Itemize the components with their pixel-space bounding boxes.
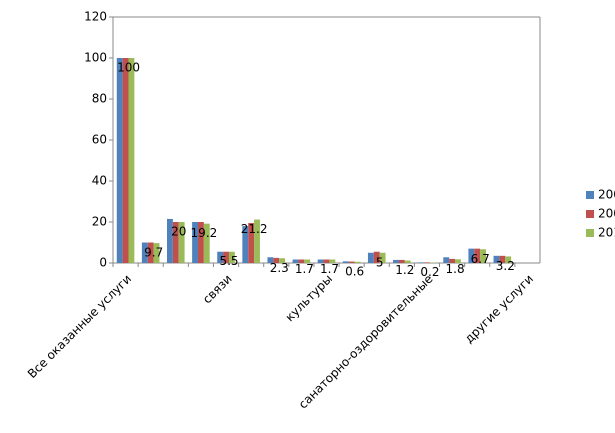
data-label: 19.2 bbox=[191, 226, 218, 240]
y-tick-label: 40 bbox=[92, 174, 107, 188]
legend-swatch bbox=[586, 191, 594, 199]
data-label: 6.7 bbox=[471, 252, 490, 266]
bar bbox=[349, 262, 355, 263]
legend-swatch bbox=[586, 210, 594, 218]
y-tick-label: 100 bbox=[84, 51, 107, 65]
data-label: 100 bbox=[117, 61, 140, 75]
data-label: 0.6 bbox=[345, 264, 364, 278]
bar bbox=[123, 58, 129, 263]
data-label: 1.7 bbox=[295, 262, 314, 276]
y-tick-label: 60 bbox=[92, 133, 107, 147]
x-tick-label: Все оказанные услуги bbox=[25, 272, 134, 381]
legend-label: 2009 bbox=[598, 207, 615, 221]
data-label: 3.2 bbox=[496, 259, 515, 273]
data-label: 1.7 bbox=[320, 262, 339, 276]
y-tick-label: 0 bbox=[99, 256, 107, 270]
legend-label: 2008 bbox=[598, 188, 615, 202]
data-label: 2.3 bbox=[270, 261, 289, 275]
bar bbox=[355, 262, 361, 263]
y-tick-label: 120 bbox=[84, 10, 107, 24]
data-label: 5.5 bbox=[219, 254, 238, 268]
x-tick-label: другие услуги bbox=[462, 272, 536, 346]
x-tick-label: связи bbox=[200, 272, 235, 307]
data-label: 5 bbox=[376, 255, 384, 269]
y-tick-label: 20 bbox=[92, 215, 107, 229]
data-label: 1.2 bbox=[395, 263, 414, 277]
data-label: 20 bbox=[171, 225, 186, 239]
bar bbox=[368, 253, 374, 263]
bar bbox=[418, 262, 424, 263]
data-label: 0.2 bbox=[420, 265, 439, 279]
data-label: 9.7 bbox=[144, 246, 163, 260]
bar bbox=[424, 262, 430, 263]
x-tick-label: культуры bbox=[283, 272, 336, 325]
bar bbox=[117, 58, 123, 263]
legend-label: 2010 bbox=[598, 226, 615, 240]
data-label: 21.2 bbox=[241, 222, 268, 236]
y-tick-label: 80 bbox=[92, 92, 107, 106]
data-label: 1.8 bbox=[446, 262, 465, 276]
bar bbox=[343, 261, 349, 263]
bar bbox=[128, 58, 134, 263]
legend-swatch bbox=[586, 229, 594, 237]
